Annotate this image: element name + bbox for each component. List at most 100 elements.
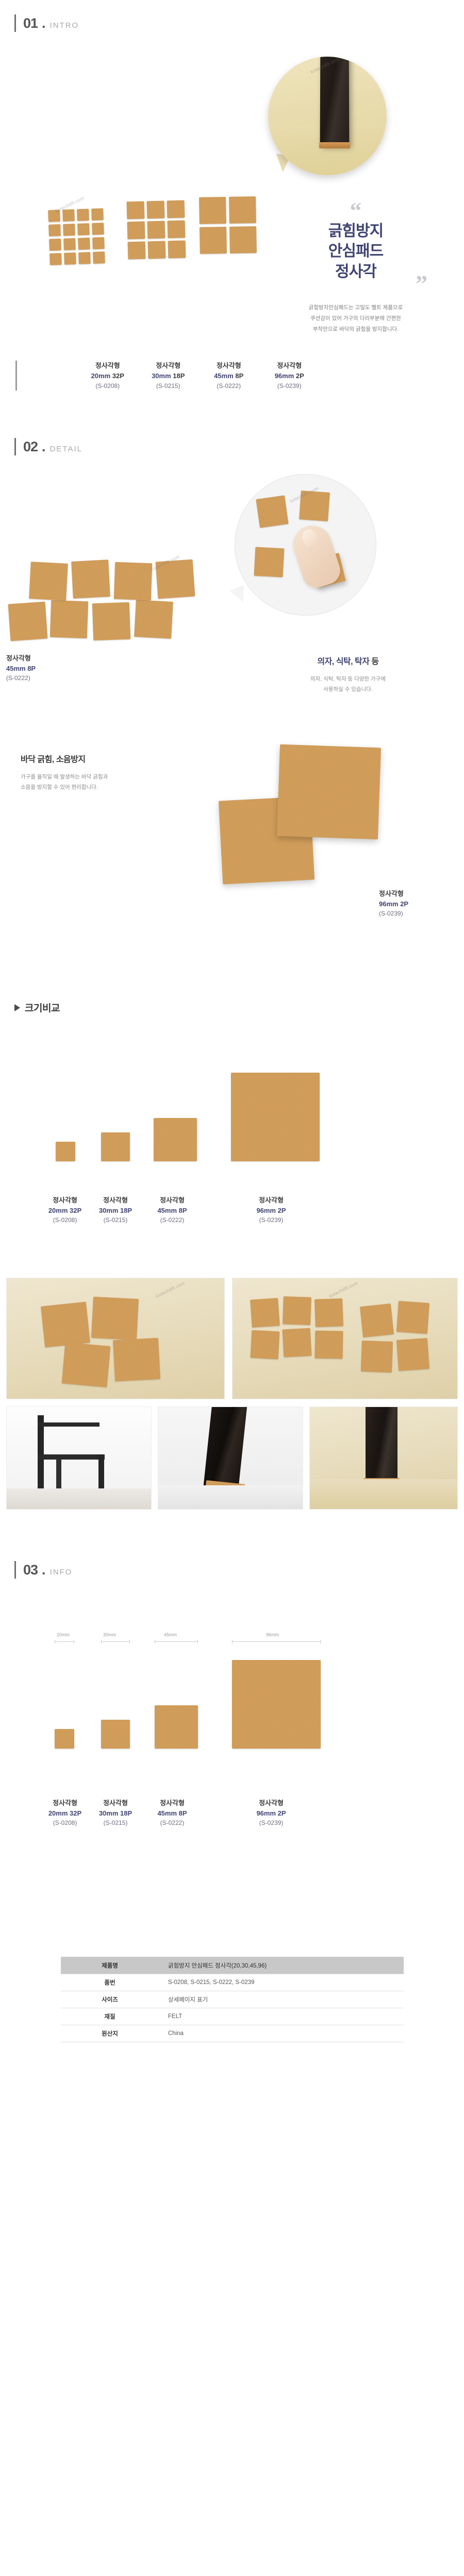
detail-usage-desc-line-2: 사용하실 수 있습니다. <box>323 686 373 693</box>
spec-key: 제품명 <box>61 1957 159 1974</box>
size-quantity: 8P <box>178 1206 187 1214</box>
size-quantity: 32P <box>70 1206 82 1214</box>
size-code: (S-0215) <box>103 1216 128 1224</box>
table-row: 품번 S-0208, S-0215, S-0222, S-0239 <box>61 1974 404 1991</box>
size-dimension: 45mm <box>214 372 234 380</box>
section-size-compare: 크기비교 정사각형 20mm 32P (S-0208) 정사각형 30mm 18… <box>0 989 464 1278</box>
gallery-photo-chair <box>6 1406 152 1510</box>
detail-photo-pads-45mm <box>6 551 223 649</box>
size-code: (S-0222) <box>160 1819 185 1826</box>
size-code: (S-0239) <box>277 382 302 390</box>
info-pad-45mm <box>155 1705 198 1749</box>
detail-photo-hand-peeling-pad <box>235 474 376 616</box>
quote-close-mark: ” <box>416 270 427 297</box>
size-dimension: 96mm 2P <box>379 900 409 908</box>
section-accent-bar <box>14 14 16 32</box>
section-accent-bar <box>14 1561 16 1579</box>
intro-desc-line-2: 쿠션감이 있어 가구의 다리부분에 간편한 <box>310 315 401 321</box>
detail-noise-desc-line-2: 소음을 방지할 수 있어 편리합니다. <box>21 784 98 791</box>
size-code: (S-0208) <box>53 1216 77 1224</box>
size-legend-item: 정사각형 30mm 18P (S-0215) <box>138 361 199 391</box>
section-label: INTRO <box>49 21 79 30</box>
info-label-item: 정사각형 96mm 2P (S-0239) <box>235 1798 307 1828</box>
section-number: 03 <box>23 1562 38 1578</box>
dimension-line-20mm <box>55 1640 74 1643</box>
table-row: 재질 FELT <box>61 2008 404 2025</box>
detail-photo-pads-96mm <box>211 742 428 886</box>
compare-label-item: 정사각형 20mm 32P (S-0208) <box>39 1195 91 1225</box>
size-dimension: 30mm <box>98 1206 119 1214</box>
info-pad-30mm <box>101 1720 130 1749</box>
table-row: 원산지 China <box>61 2025 404 2042</box>
size-quantity: 8P <box>235 372 244 380</box>
pad-block-20mm <box>48 208 105 265</box>
pad-block-30mm <box>126 200 186 260</box>
compare-labels: 정사각형 20mm 32P (S-0208) 정사각형 30mm 18P (S-… <box>0 1195 464 1225</box>
size-shape: 정사각형 <box>259 1799 284 1807</box>
size-shape: 정사각형 <box>160 1799 185 1807</box>
size-quantity: 2P <box>295 372 304 380</box>
size-shape: 정사각형 <box>379 890 404 897</box>
product-detail-page: 01. INTRO kotech89.com <box>0 0 464 2097</box>
section-spec-table: 제품명 긁힘방지 안심패드 정사각(20,30,45,96) 품번 S-0208… <box>0 1942 464 2097</box>
section-label: DETAIL <box>49 444 82 453</box>
size-code: (S-0208) <box>95 382 120 390</box>
detail-noise-block: 바닥 긁힘, 소음방지 가구를 율직일 때 발생하는 바닥 긁힘과 소음을 방지… <box>21 752 191 793</box>
size-dimension: 20mm <box>91 372 111 380</box>
size-quantity: 18P <box>120 1206 132 1214</box>
size-dimension: 45mm <box>157 1206 177 1214</box>
size-quantity: 2P <box>277 1809 286 1817</box>
spec-key: 원산지 <box>61 2025 159 2042</box>
spec-value: 상세페이지 표기 <box>159 1991 404 2008</box>
size-quantity: 32P <box>112 372 124 380</box>
section-detail: 02. DETAIL kotech89.com kotech89.com <box>0 433 464 989</box>
detail-noise-title: 바닥 긁힘, 소음방지 <box>21 755 86 764</box>
compare-pad-20mm <box>56 1142 75 1161</box>
info-label-item: 정사각형 20mm 32P (S-0208) <box>39 1798 91 1828</box>
size-shape: 정사각형 <box>103 1196 128 1204</box>
gallery-photo-leg-on-floor <box>309 1406 458 1510</box>
size-quantity: 18P <box>173 372 185 380</box>
size-shape: 정사각형 <box>259 1196 284 1204</box>
dimension-tick-96mm: 96mm <box>266 1632 279 1637</box>
info-pad-20mm <box>55 1729 74 1749</box>
size-code: (S-0222) <box>160 1216 185 1224</box>
size-shape: 정사각형 <box>216 362 241 369</box>
hero-photo-furniture-leg <box>268 57 387 175</box>
quote-open-mark: “ <box>350 197 362 224</box>
dimension-tick-20mm: 20mm <box>57 1632 70 1637</box>
info-labels: 정사각형 20mm 32P (S-0208) 정사각형 30mm 18P (S-… <box>0 1798 464 1828</box>
size-dimension: 45mm 8P <box>6 664 36 672</box>
compare-label-item: 정사각형 45mm 8P (S-0222) <box>146 1195 198 1225</box>
pad-block-45mm <box>199 196 257 254</box>
section-header-intro: 01. INTRO <box>14 14 79 32</box>
spec-key: 재질 <box>61 2008 159 2025</box>
section-number: 02 <box>23 438 38 454</box>
size-dimension: 96mm <box>256 1809 276 1817</box>
dimension-line-96mm <box>232 1640 321 1643</box>
gallery-photo-pads-on-wood-left <box>6 1278 225 1399</box>
compare-header: 크기비교 <box>14 1001 60 1014</box>
photo-attached-pad <box>319 142 350 148</box>
section-intro: 01. INTRO kotech89.com <box>0 0 464 433</box>
section-label: INFO <box>49 1567 73 1577</box>
section-number-dot: . <box>42 1562 46 1578</box>
size-shape: 정사각형 <box>53 1196 77 1204</box>
size-shape: 정사각형 <box>95 362 120 369</box>
dimension-tick-45mm: 45mm <box>164 1632 177 1637</box>
detail-usage-title-main: 의자, 식탁, 탁자 <box>317 657 372 666</box>
size-dimension: 30mm <box>152 372 171 380</box>
section-gallery: kotech89.com kotech89.com <box>0 1278 464 1551</box>
spec-value: 긁힘방지 안심패드 정사각(20,30,45,96) <box>159 1957 404 1974</box>
detail-noise-desc-line-1: 가구를 율직일 때 발생하는 바닥 긁힘과 <box>21 774 108 780</box>
size-dimension: 96mm <box>274 372 294 380</box>
detail-usage-block: 의자, 식탁, 탁자 등 의자, 식탁, 탁자 등 다양한 가구에 사용하실 수… <box>253 654 443 695</box>
detail-bubble-tail <box>229 585 250 605</box>
detail-noise-description: 가구를 율직일 때 발생하는 바닥 긁힘과 소음을 방지할 수 있어 편리합니다… <box>21 772 191 793</box>
size-quantity: 18P <box>120 1809 132 1817</box>
section-header-detail: 02. DETAIL <box>14 438 82 455</box>
dimension-tick-30mm: 30mm <box>103 1632 117 1637</box>
size-legend-item: 정사각형 20mm 32P (S-0208) <box>77 361 138 391</box>
size-shape: 정사각형 <box>6 654 31 662</box>
spec-table: 제품명 긁힘방지 안심패드 정사각(20,30,45,96) 품번 S-0208… <box>61 1957 404 2042</box>
